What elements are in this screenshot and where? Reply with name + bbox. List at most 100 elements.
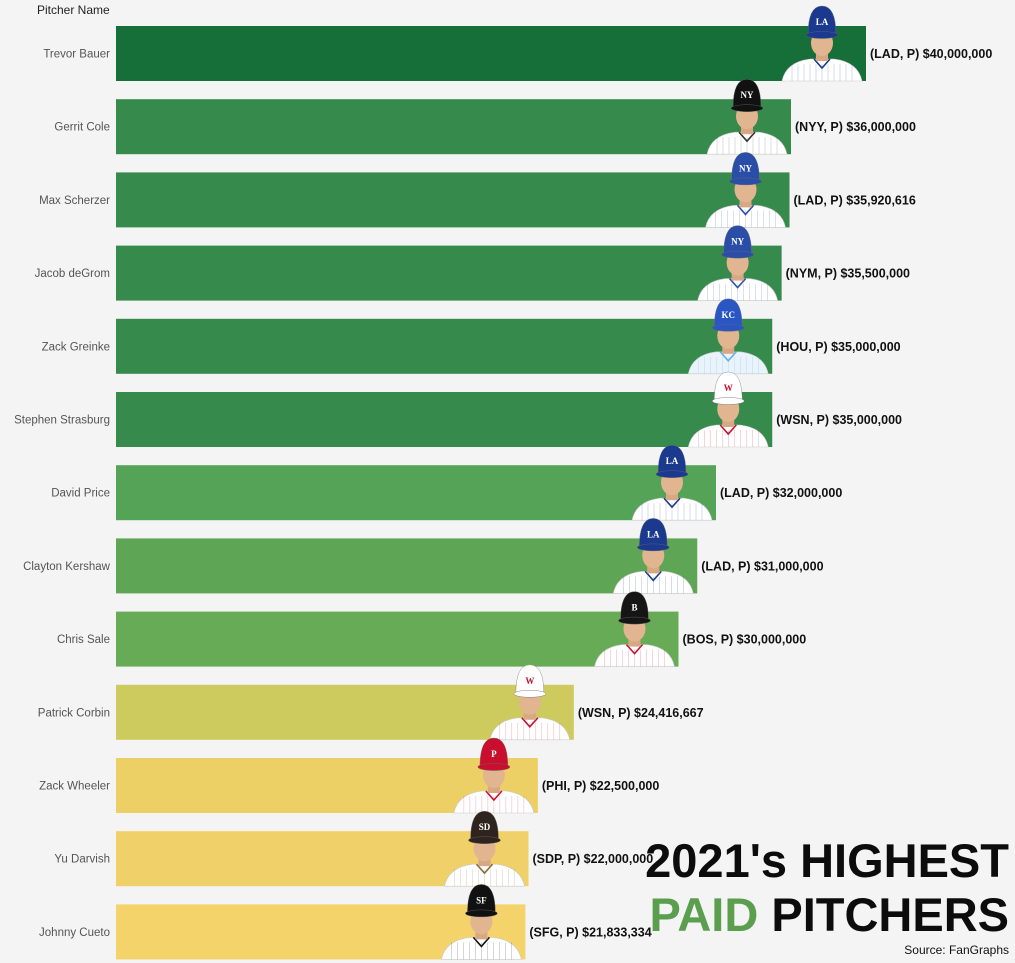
- cap-brim: [729, 177, 762, 186]
- bar: [116, 172, 790, 228]
- category-label: David Price: [51, 488, 110, 500]
- cap: [731, 152, 760, 182]
- bar-group: Chris Sale B (BOS, P) $30,000,000: [57, 591, 807, 667]
- player-photo: NY: [697, 225, 778, 301]
- title-rest-word: PITCHERS: [771, 888, 1009, 941]
- cap-brim: [513, 690, 547, 698]
- cap-brim: [655, 470, 689, 478]
- cap-brim: [712, 397, 745, 405]
- player-photo: P: [453, 737, 535, 814]
- player-photo: SD: [444, 810, 525, 887]
- value-label: (NYM, P) $35,500,000: [786, 267, 910, 281]
- cap: [515, 664, 545, 694]
- value-label: (PHI, P) $22,500,000: [542, 779, 659, 793]
- cap-logo: B: [631, 603, 637, 613]
- value-label: (BOS, P) $30,000,000: [683, 633, 807, 647]
- category-label: Clayton Kershaw: [23, 561, 111, 573]
- jersey-collar: [472, 936, 490, 948]
- cap-brim: [721, 250, 754, 259]
- player-photo: W: [489, 664, 571, 741]
- cap-logo: NY: [731, 237, 744, 247]
- jersey-collar: [475, 863, 494, 875]
- cap: [479, 737, 509, 768]
- cap-brim: [465, 909, 498, 918]
- jersey-collar: [719, 351, 737, 363]
- cap-logo: W: [525, 676, 534, 686]
- value-label: (NYY, P) $36,000,000: [795, 120, 916, 134]
- cap: [470, 810, 499, 841]
- value-label: (SFG, P) $21,833,334: [529, 925, 651, 939]
- cap-logo: LA: [666, 456, 679, 466]
- bar: [116, 611, 679, 667]
- cap-logo: LA: [647, 529, 660, 539]
- cap: [620, 591, 649, 621]
- category-label: Max Scherzer: [39, 195, 110, 207]
- bar-group: Yu Darvish SD (SDP, P) $22,000,000: [54, 810, 654, 887]
- jersey: [612, 571, 694, 594]
- category-label: Johnny Cueto: [39, 927, 110, 939]
- player-photo: LA: [631, 444, 713, 521]
- jersey-collar: [521, 717, 539, 729]
- player-photo: W: [687, 371, 769, 448]
- bar-group: Johnny Cueto SF (SFG, P) $21,833,334: [39, 884, 652, 960]
- player-photo: LA: [781, 5, 863, 82]
- jersey: [687, 424, 769, 448]
- category-label: Patrick Corbin: [38, 707, 110, 719]
- jersey: [705, 205, 786, 228]
- bar: [116, 465, 716, 521]
- cap-brim: [618, 616, 651, 625]
- jersey-collar: [663, 497, 681, 509]
- bar: [116, 245, 782, 301]
- bar-group: Clayton Kershaw LA (LAD, P) $31,000,000: [23, 518, 824, 594]
- value-label: (WSN, P) $35,000,000: [776, 413, 902, 427]
- bar: [116, 26, 866, 81]
- value-label: (SDP, P) $22,000,000: [533, 852, 654, 866]
- bar-group: Patrick Corbin W (WSN, P) $24,416,667: [38, 664, 704, 741]
- cap-logo: P: [491, 749, 497, 759]
- title-line-2: PAID PITCHERS: [645, 888, 1009, 942]
- cap: [723, 225, 752, 255]
- player-photo: NY: [706, 78, 788, 155]
- player-photo: LA: [612, 518, 694, 594]
- jersey: [781, 58, 863, 82]
- jersey: [687, 351, 769, 375]
- value-label: (LAD, P) $35,920,616: [794, 193, 916, 207]
- bar: [116, 318, 773, 374]
- bar-group: Jacob deGrom NY (NYM, P) $35,500,000: [35, 225, 910, 301]
- jersey: [441, 937, 522, 960]
- bar-group: Stephen Strasburg W (WSN, P) $35,000,000: [14, 371, 902, 448]
- cap: [714, 298, 743, 328]
- jersey-collar: [813, 58, 831, 70]
- cap-logo: NY: [739, 163, 752, 173]
- jersey-collar: [485, 790, 503, 802]
- bar-group: Zack Wheeler P (PHI, P) $22,500,000: [39, 737, 659, 814]
- jersey-collar: [719, 424, 737, 436]
- cap: [732, 78, 762, 109]
- jersey-collar: [736, 204, 755, 216]
- jersey: [489, 717, 571, 741]
- player-photo: KC: [687, 298, 769, 375]
- bar: [116, 392, 773, 447]
- cap: [657, 444, 687, 475]
- cap-logo: KC: [722, 310, 736, 320]
- bar: [116, 538, 698, 594]
- category-label: Jacob deGrom: [35, 268, 110, 280]
- cap-logo: W: [724, 383, 733, 393]
- category-label: Zack Wheeler: [39, 781, 110, 793]
- category-label: Stephen Strasburg: [14, 415, 110, 427]
- jersey: [706, 131, 788, 155]
- cap-brim: [712, 324, 745, 332]
- category-label: Trevor Bauer: [43, 49, 110, 61]
- category-label: Gerrit Cole: [54, 122, 110, 134]
- chart-title: 2021's HIGHEST PAID PITCHERS Source: Fan…: [645, 834, 1009, 957]
- jersey-collar: [729, 278, 747, 289]
- cap-logo: NY: [741, 90, 754, 100]
- cap-logo: LA: [816, 17, 829, 27]
- cap-brim: [805, 31, 839, 39]
- bar-group: Zack Greinke KC (HOU, P) $35,000,000: [42, 298, 901, 375]
- category-label: Yu Darvish: [54, 854, 110, 866]
- jersey: [453, 790, 535, 814]
- title-line-1: 2021's HIGHEST: [645, 834, 1009, 887]
- jersey: [697, 278, 778, 301]
